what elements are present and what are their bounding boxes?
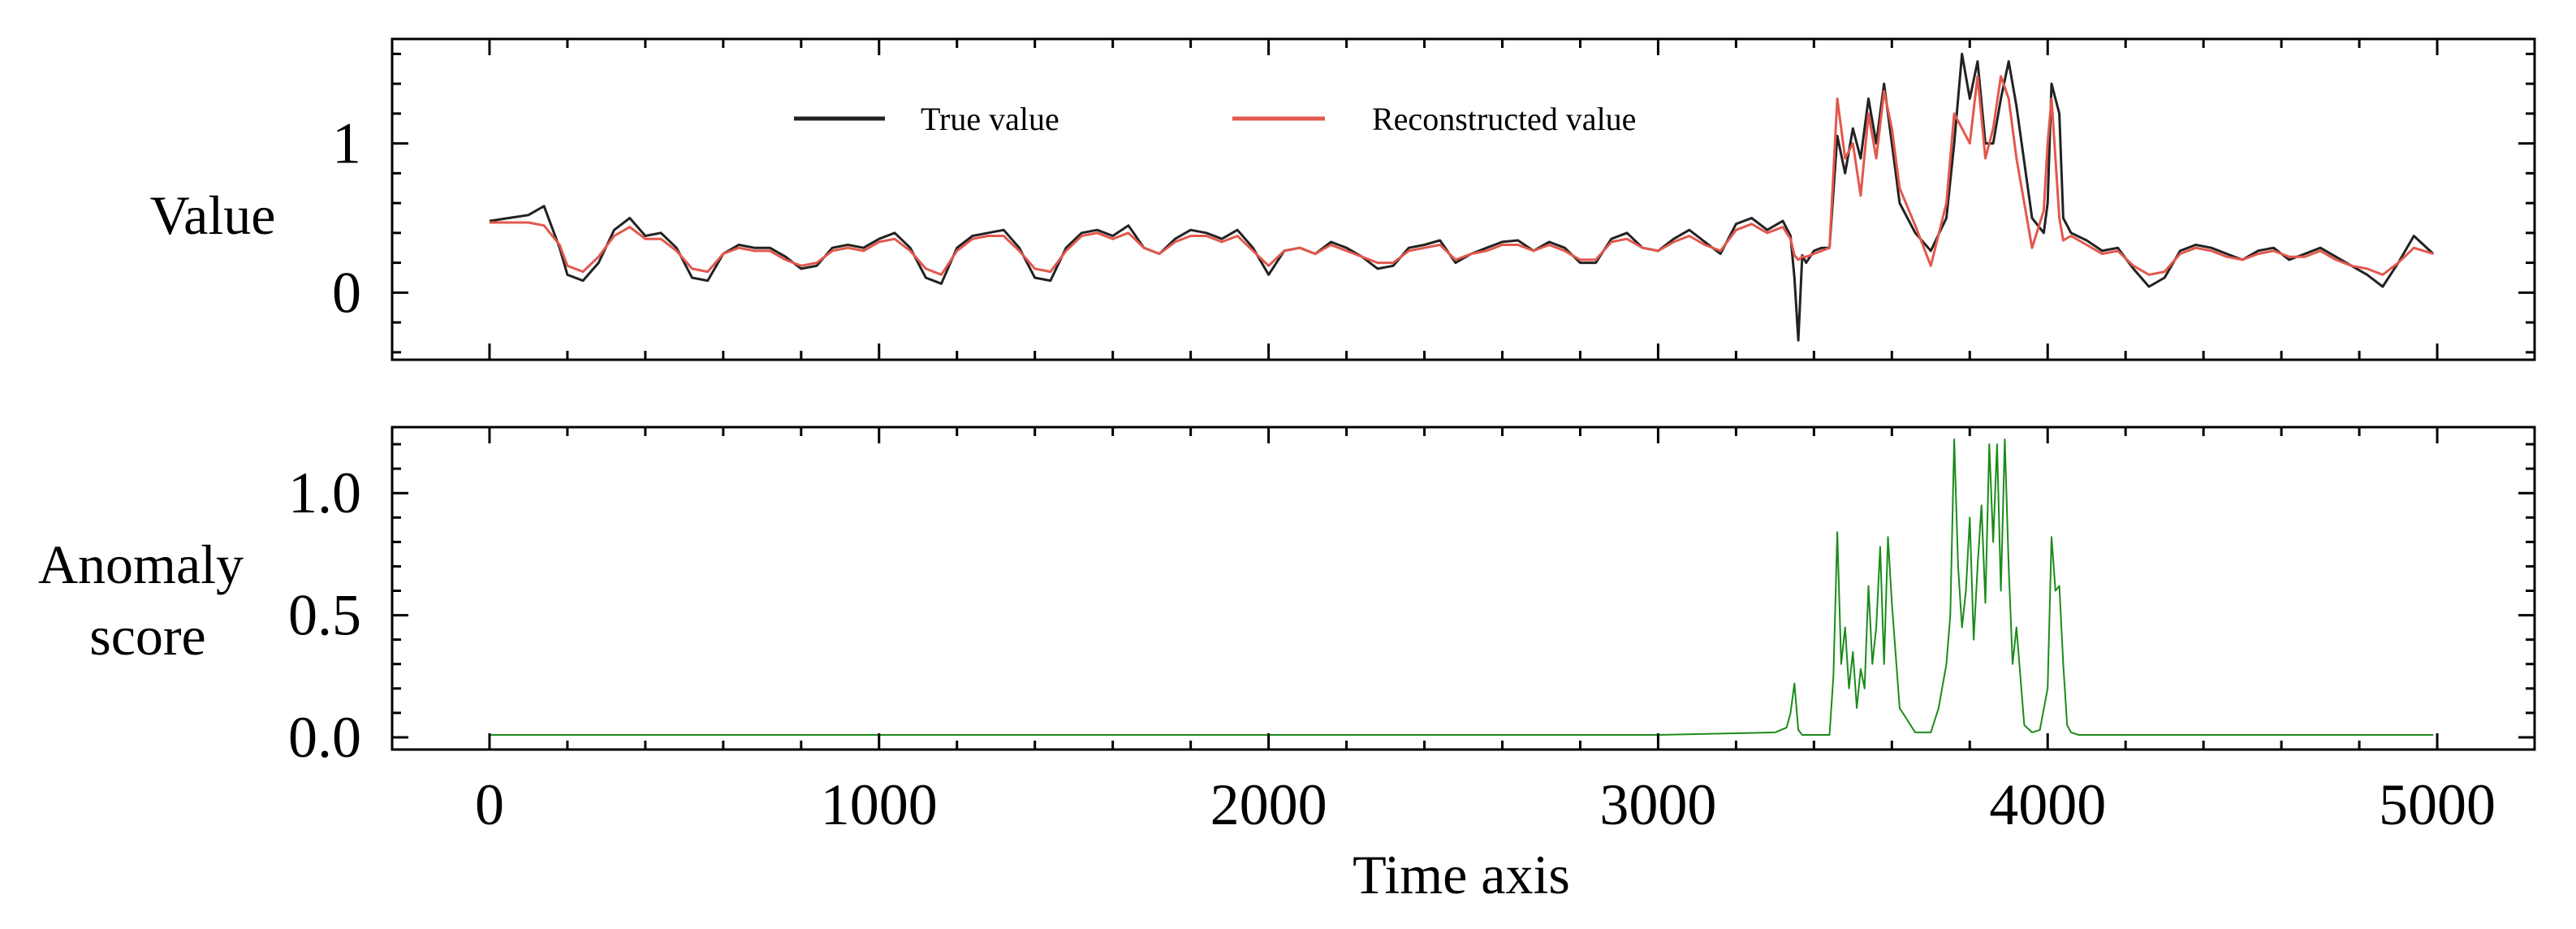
value-y-tick-label: 1 xyxy=(332,111,361,176)
x-tick-label: 3000 xyxy=(1599,772,1716,837)
anomaly-y-tick-label: 1.0 xyxy=(288,460,361,525)
x-tick-label: 0 xyxy=(475,772,504,837)
anomaly-series-anomaly-score xyxy=(490,439,2434,736)
anomaly-panel-frame xyxy=(390,426,2536,751)
anomaly-axis-label-line-1: Anomaly xyxy=(38,534,244,595)
value-y-tick-label: 0 xyxy=(332,260,361,325)
value-panel-frame xyxy=(390,37,2536,361)
legend-label-reconstructed-value: Reconstructed value xyxy=(1372,101,1636,137)
x-tick-label: 2000 xyxy=(1210,772,1327,837)
x-tick-label: 5000 xyxy=(2379,772,2496,837)
anomaly-y-tick-label: 0.0 xyxy=(288,705,361,770)
value-series-reconstructed-value xyxy=(490,75,2434,276)
value-panel: 0 1 Value True value Reconstructed value xyxy=(150,37,2536,361)
legend: True value Reconstructed value xyxy=(794,101,1636,137)
anomaly-panel: 0.0 0.5 1.0 0 1000 2000 3000 4000 5000 Anomaly s… xyxy=(38,426,2536,905)
x-tick-label: 4000 xyxy=(1989,772,2106,837)
anomaly-axis-label-line-2: score xyxy=(89,605,205,667)
anomaly-y-tick-label: 0.5 xyxy=(288,583,361,648)
time-axis-label: Time axis xyxy=(1353,844,1570,905)
legend-label-true-value: True value xyxy=(921,101,1059,137)
x-tick-label: 1000 xyxy=(821,772,938,837)
anomaly-axis-label: Anomaly score xyxy=(38,534,257,667)
value-axis-label: Value xyxy=(150,184,276,246)
